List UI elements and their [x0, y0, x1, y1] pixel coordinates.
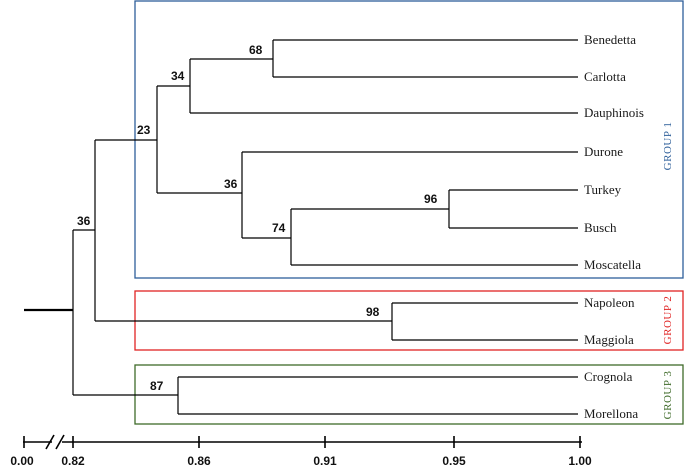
leaf-dauphinois: Dauphinois [584, 105, 644, 120]
leaf-morellona: Morellona [584, 406, 638, 421]
support-value-36-inner: 36 [224, 177, 238, 191]
axis-label-082: 0.82 [61, 454, 85, 468]
axis-label-100: 1.00 [568, 454, 592, 468]
leaf-carlotta: Carlotta [584, 69, 626, 84]
group-1-label: GROUP 1 [662, 122, 674, 171]
leaf-crognola: Crognola [584, 369, 633, 384]
support-value-68: 68 [249, 43, 263, 57]
support-value-23: 23 [137, 123, 151, 137]
leaf-moscatella: Moscatella [584, 257, 641, 272]
group-3-label: GROUP 3 [662, 371, 674, 420]
leaf-napoleon: Napoleon [584, 295, 635, 310]
axis-break-mark-2 [55, 434, 65, 450]
axis-label-086: 0.86 [187, 454, 211, 468]
support-value-74: 74 [272, 221, 286, 235]
leaf-benedetta: Benedetta [584, 32, 636, 47]
support-value-34: 34 [171, 69, 185, 83]
axis-break-mark-1 [45, 434, 55, 450]
leaf-turkey: Turkey [584, 182, 622, 197]
axis-label-091: 0.91 [313, 454, 337, 468]
axis-label-095: 0.95 [442, 454, 466, 468]
support-value-36-root: 36 [77, 214, 91, 228]
axis-label-000: 0.00 [10, 454, 34, 468]
support-value-98: 98 [366, 305, 380, 319]
leaf-durone: Durone [584, 144, 623, 159]
support-value-96: 96 [424, 192, 438, 206]
leaf-maggiola: Maggiola [584, 332, 634, 347]
leaf-busch: Busch [584, 220, 617, 235]
group-2-label: GROUP 2 [662, 296, 674, 345]
support-value-87: 87 [150, 379, 164, 393]
